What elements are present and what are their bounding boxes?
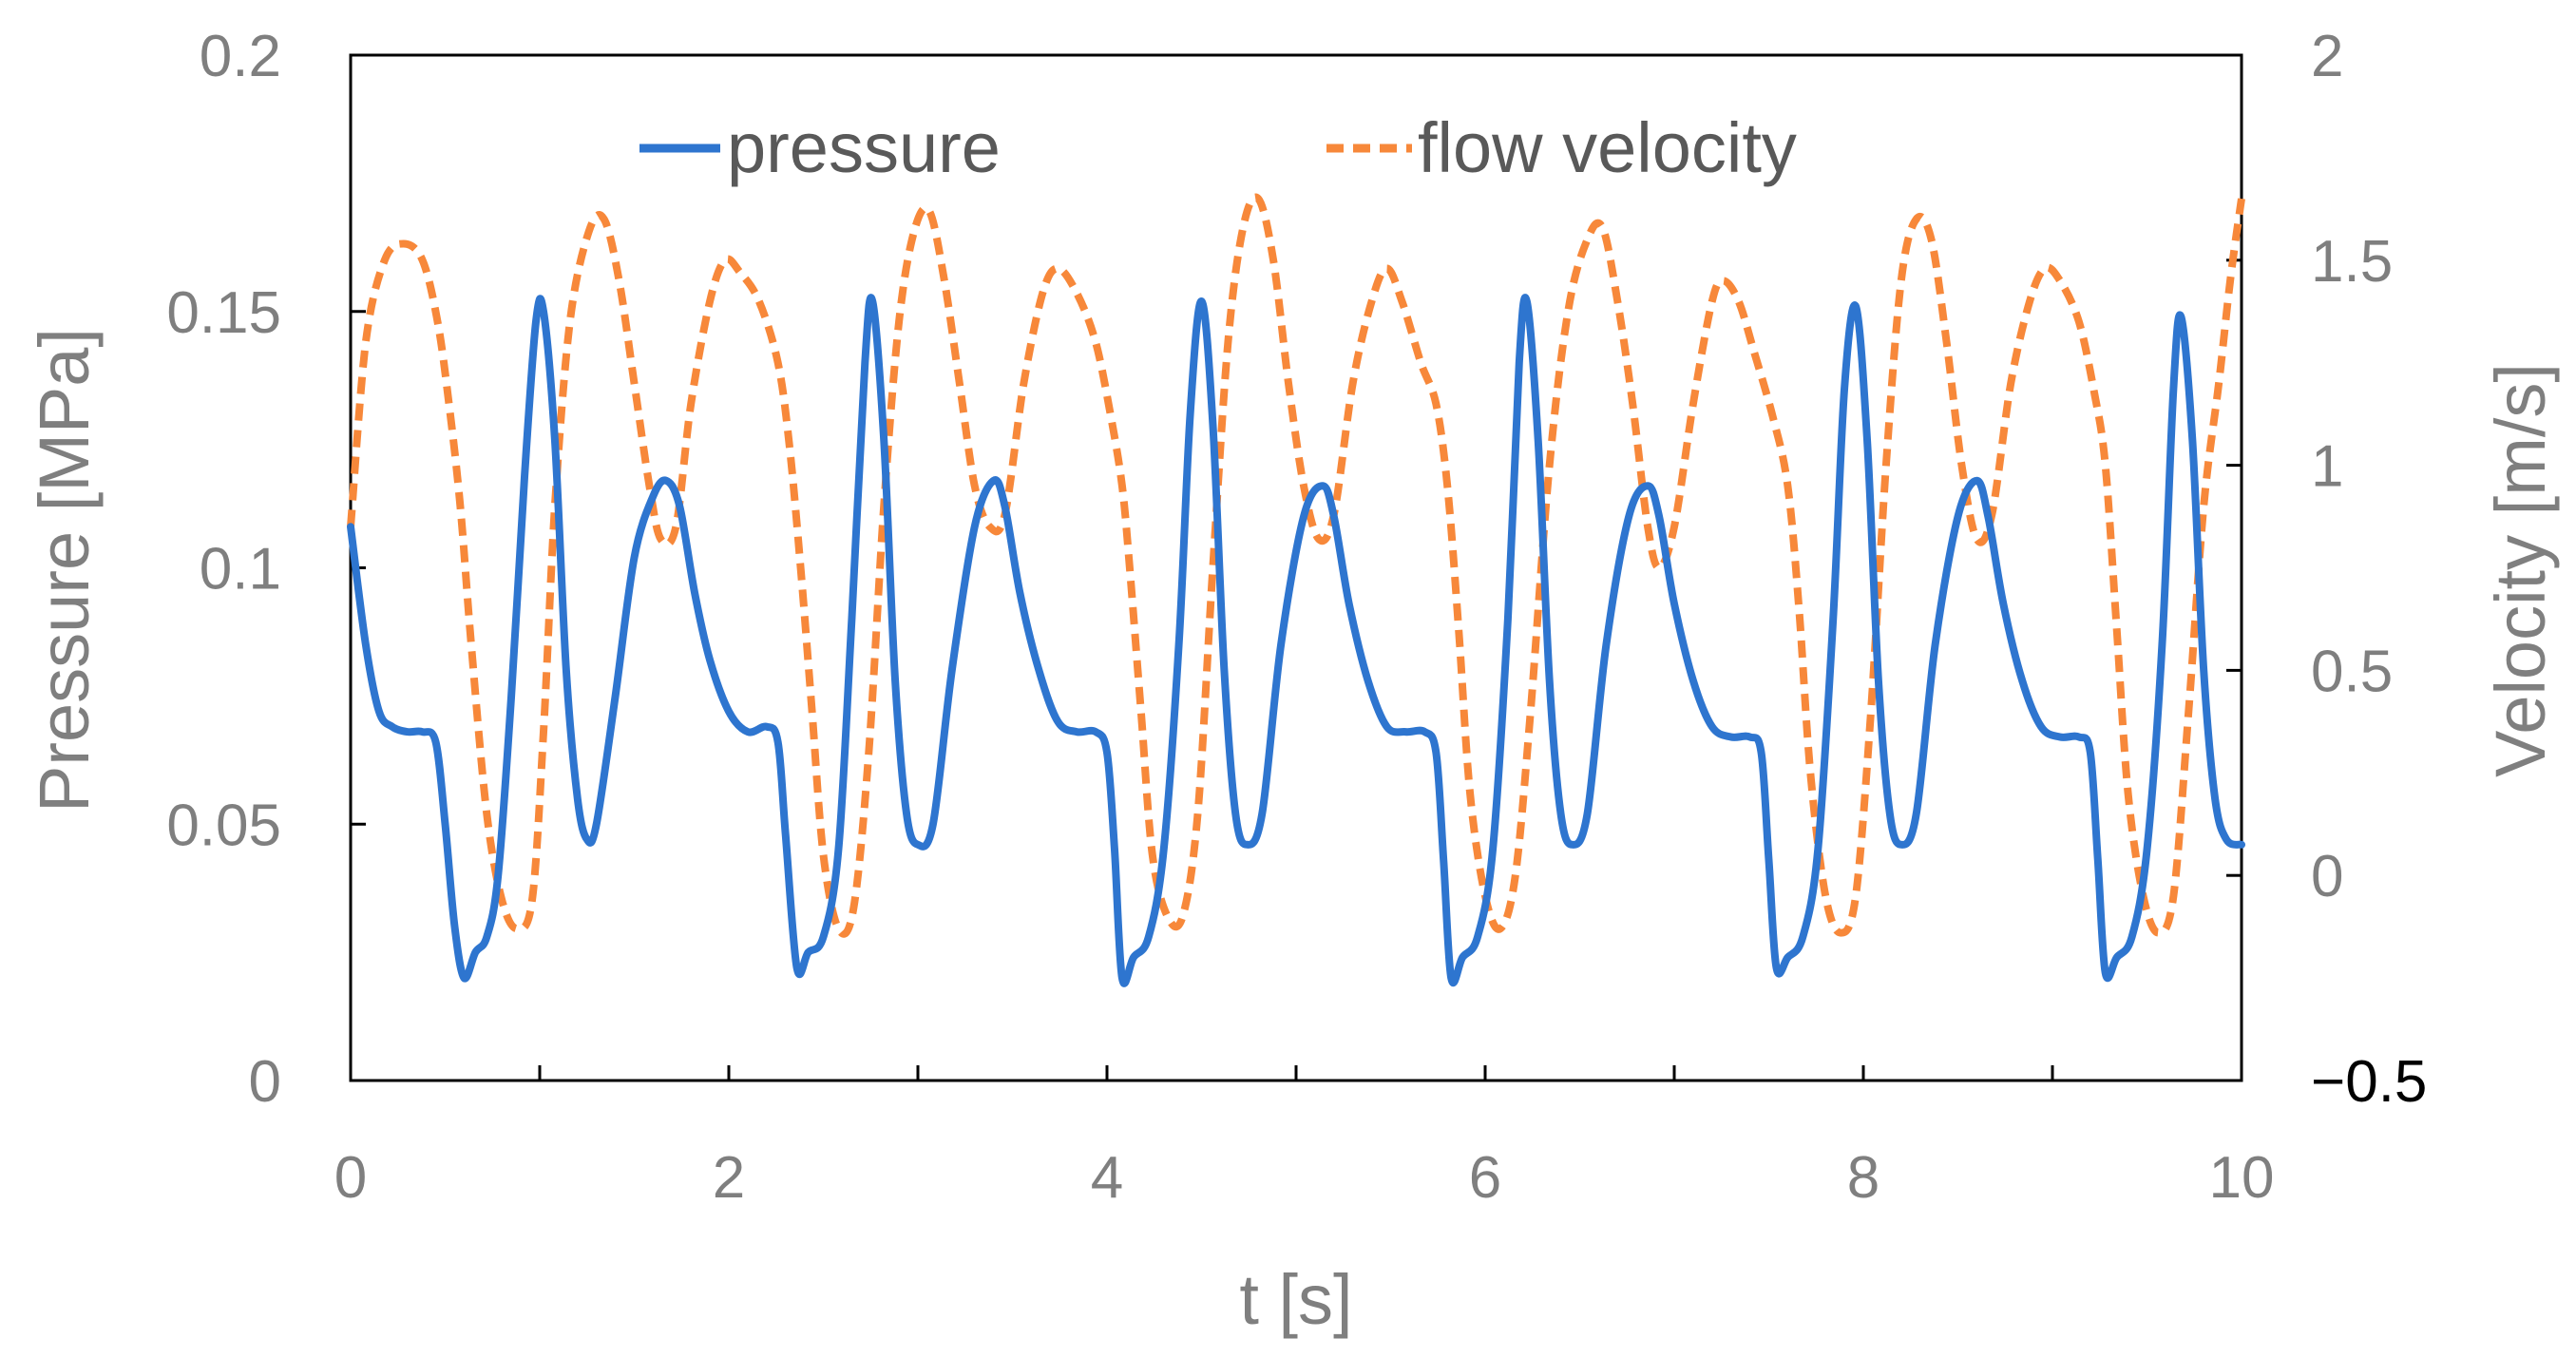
x-tick-label: 4: [1091, 1145, 1123, 1211]
y2-tick-label: 1.5: [2311, 229, 2393, 295]
left-y-axis-title: Pressure [MPa]: [25, 328, 104, 813]
x-tick-label: 6: [1469, 1145, 1501, 1211]
y2-tick-label: 1: [2311, 434, 2343, 500]
x-axis: 0 2 4 6 8 10: [334, 1065, 2275, 1211]
y-tick-label: 0: [249, 1049, 281, 1115]
series-layer: [347, 193, 2245, 987]
y-tick-label: 0.2: [200, 24, 281, 89]
x-tick-label: 10: [2209, 1145, 2275, 1211]
left-y-axis: 0 0.05 0.1 0.15 0.2: [166, 24, 366, 1115]
series-line-pressure: [347, 294, 2245, 987]
series-line-flow-velocity: [347, 193, 2245, 938]
x-tick-label: 0: [334, 1145, 367, 1211]
right-y-axis-title: Velocity [m/s]: [2481, 363, 2560, 777]
y-tick-label: 0.1: [200, 537, 281, 602]
legend: pressure flow velocity: [639, 108, 1797, 187]
y2-tick-label: 0: [2311, 844, 2343, 909]
x-tick-label: 2: [713, 1145, 745, 1211]
x-axis-title: t [s]: [1239, 1260, 1352, 1339]
y2-tick-label: −0.5: [2311, 1049, 2427, 1115]
legend-label-pressure: pressure: [727, 108, 1001, 187]
y-tick-label: 0.05: [166, 793, 281, 858]
y2-tick-label: 2: [2311, 24, 2343, 89]
legend-label-flow-velocity: flow velocity: [1418, 108, 1797, 187]
right-y-axis: −0.5 0 0.5 1 1.5 2: [2226, 24, 2427, 1115]
y2-tick-label: 0.5: [2311, 639, 2393, 704]
y-tick-label: 0.15: [166, 280, 281, 346]
x-tick-label: 8: [1847, 1145, 1880, 1211]
